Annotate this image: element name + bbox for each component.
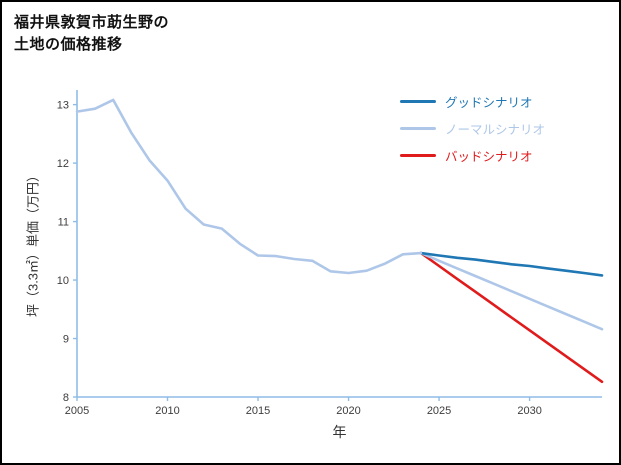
chart-title-line1: 福井県敦賀市莇生野の bbox=[14, 14, 170, 31]
legend-line-sample-normal bbox=[400, 127, 436, 130]
x-tick-label: 2025 bbox=[427, 405, 451, 417]
y-axis-label: 坪（3.3㎡）単価（万円） bbox=[25, 168, 41, 318]
legend-line-sample-good bbox=[400, 100, 436, 103]
y-tick-label: 13 bbox=[57, 100, 69, 112]
series-line-bad bbox=[419, 251, 604, 384]
legend: グッドシナリオ ノーマルシナリオ バッドシナリオ bbox=[400, 88, 545, 169]
x-tick-label: 2005 bbox=[65, 405, 89, 417]
x-tick-label: 2010 bbox=[155, 405, 179, 417]
chart-title: 福井県敦賀市莇生野の 土地の価格推移 bbox=[14, 12, 169, 56]
y-tick-label: 10 bbox=[57, 275, 69, 287]
legend-item-good: グッドシナリオ bbox=[400, 88, 545, 115]
y-tick-label: 8 bbox=[63, 392, 69, 404]
legend-item-bad: バッドシナリオ bbox=[400, 142, 545, 169]
series-line-normal bbox=[419, 251, 604, 331]
legend-line-sample-bad bbox=[400, 154, 436, 157]
series-line-good bbox=[419, 251, 604, 277]
legend-item-normal: ノーマルシナリオ bbox=[400, 115, 545, 142]
chart-title-line2: 土地の価格推移 bbox=[14, 36, 123, 53]
x-axis-label: 年 bbox=[332, 424, 347, 440]
y-tick-label: 11 bbox=[58, 217, 69, 229]
series-line-history bbox=[75, 98, 423, 275]
x-tick-label: 2030 bbox=[517, 405, 541, 417]
legend-label-normal: ノーマルシナリオ bbox=[445, 123, 546, 137]
y-tick-label: 12 bbox=[57, 158, 69, 170]
legend-label-good: グッドシナリオ bbox=[445, 96, 533, 110]
y-tick-label: 9 bbox=[63, 334, 69, 346]
x-tick-label: 2015 bbox=[246, 405, 270, 417]
x-tick-label: 2020 bbox=[336, 405, 360, 417]
legend-label-bad: バッドシナリオ bbox=[445, 150, 533, 164]
